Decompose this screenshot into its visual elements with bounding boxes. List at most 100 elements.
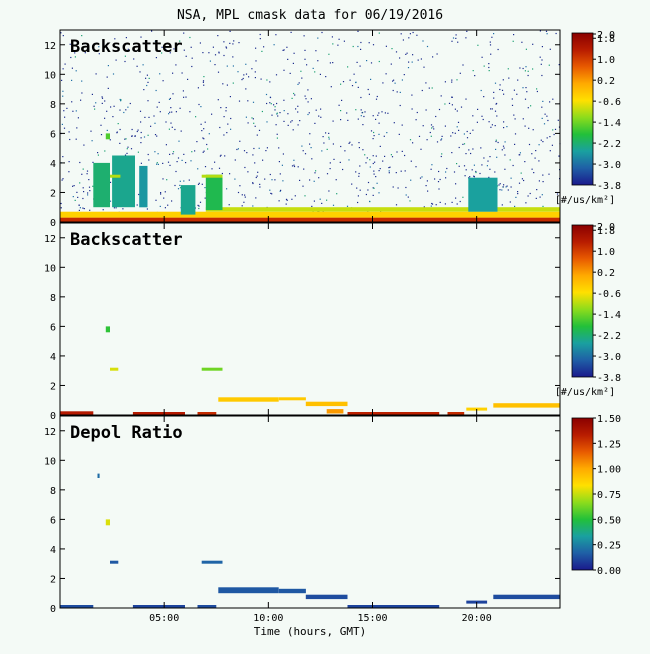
noise-dot — [203, 128, 205, 130]
noise-dot — [471, 169, 473, 171]
noise-dot — [304, 95, 306, 97]
noise-dot — [466, 130, 468, 133]
noise-dot — [462, 143, 464, 145]
feature-12 — [201, 560, 223, 564]
noise-dot — [150, 125, 152, 127]
noise-dot — [291, 198, 293, 200]
y-tick-label: 2 — [50, 381, 56, 392]
noise-dot — [98, 53, 100, 55]
noise-dot — [274, 109, 276, 111]
feature-7 — [180, 185, 196, 215]
noise-dot — [285, 198, 288, 200]
noise-dot — [541, 194, 543, 196]
noise-dot — [232, 65, 234, 67]
noise-dot — [301, 145, 303, 147]
noise-dot — [198, 207, 200, 210]
noise-dot — [125, 109, 127, 111]
noise-dot — [176, 161, 178, 163]
noise-dot — [308, 112, 310, 114]
noise-dot — [61, 123, 63, 125]
noise-dot — [232, 82, 234, 84]
noise-dot — [66, 107, 68, 109]
noise-dot — [146, 74, 148, 76]
noise-dot — [137, 129, 139, 131]
noise-dot — [412, 54, 414, 56]
noise-dot — [203, 138, 205, 140]
noise-dot — [140, 142, 142, 144]
noise-dot — [271, 193, 273, 195]
noise-dot — [171, 111, 173, 113]
noise-dot — [510, 186, 512, 188]
noise-dot — [549, 150, 551, 152]
noise-dot — [203, 76, 205, 78]
noise-dot — [282, 153, 284, 155]
noise-dot — [436, 141, 439, 143]
noise-dot — [256, 134, 258, 136]
y-tick-label: 4 — [50, 159, 56, 170]
noise-dot — [357, 86, 359, 88]
noise-dot — [483, 96, 485, 98]
noise-dot — [245, 63, 247, 65]
noise-dot — [169, 164, 171, 166]
noise-dot — [237, 148, 239, 150]
noise-dot — [517, 193, 519, 195]
noise-dot — [465, 169, 467, 171]
noise-dot — [178, 140, 180, 142]
noise-dot — [502, 145, 505, 147]
feature-10 — [110, 174, 121, 178]
noise-dot — [400, 33, 402, 35]
noise-dot — [472, 70, 474, 72]
noise-dot — [169, 153, 171, 155]
noise-dot — [271, 179, 273, 181]
noise-dot — [211, 168, 213, 170]
noise-dot — [499, 189, 501, 191]
noise-dot — [269, 102, 271, 104]
colorbar-gradient — [571, 417, 594, 571]
noise-dot — [389, 166, 391, 168]
noise-dot — [548, 64, 550, 66]
noise-dot — [62, 178, 64, 180]
noise-dot — [185, 55, 187, 57]
noise-dot — [412, 31, 414, 34]
noise-dot — [293, 159, 295, 161]
noise-dot — [313, 180, 315, 182]
y-tick-label: 6 — [50, 129, 56, 140]
noise-dot — [224, 155, 226, 157]
noise-dot — [157, 163, 159, 165]
noise-dot — [90, 130, 92, 132]
noise-dot — [278, 200, 280, 202]
noise-dot — [226, 84, 228, 86]
noise-dot — [403, 74, 405, 76]
noise-dot — [362, 124, 364, 126]
noise-dot — [373, 135, 375, 137]
noise-dot — [539, 56, 541, 58]
noise-dot — [238, 100, 241, 102]
noise-dot — [173, 48, 175, 50]
noise-dot — [230, 128, 232, 130]
plot-area — [60, 416, 560, 608]
noise-dot — [472, 115, 474, 117]
noise-dot — [307, 113, 309, 116]
noise-dot — [83, 191, 85, 193]
noise-dot — [340, 110, 342, 112]
noise-dot — [332, 143, 334, 145]
noise-dot — [455, 37, 457, 39]
noise-dot — [357, 30, 359, 32]
noise-dot — [274, 179, 276, 181]
noise-dot — [237, 71, 239, 73]
noise-dot — [519, 152, 521, 154]
noise-dot — [124, 138, 126, 140]
noise-dot — [291, 120, 293, 122]
noise-dot — [265, 150, 267, 152]
noise-dot — [159, 73, 161, 75]
noise-dot — [95, 102, 97, 104]
noise-dot — [314, 71, 316, 73]
noise-dot — [367, 189, 369, 191]
colorbar-tick-label: 0.00 — [597, 566, 621, 577]
noise-dot — [358, 142, 360, 144]
noise-dot — [495, 139, 497, 141]
noise-dot — [363, 115, 365, 118]
noise-dot — [533, 172, 535, 174]
